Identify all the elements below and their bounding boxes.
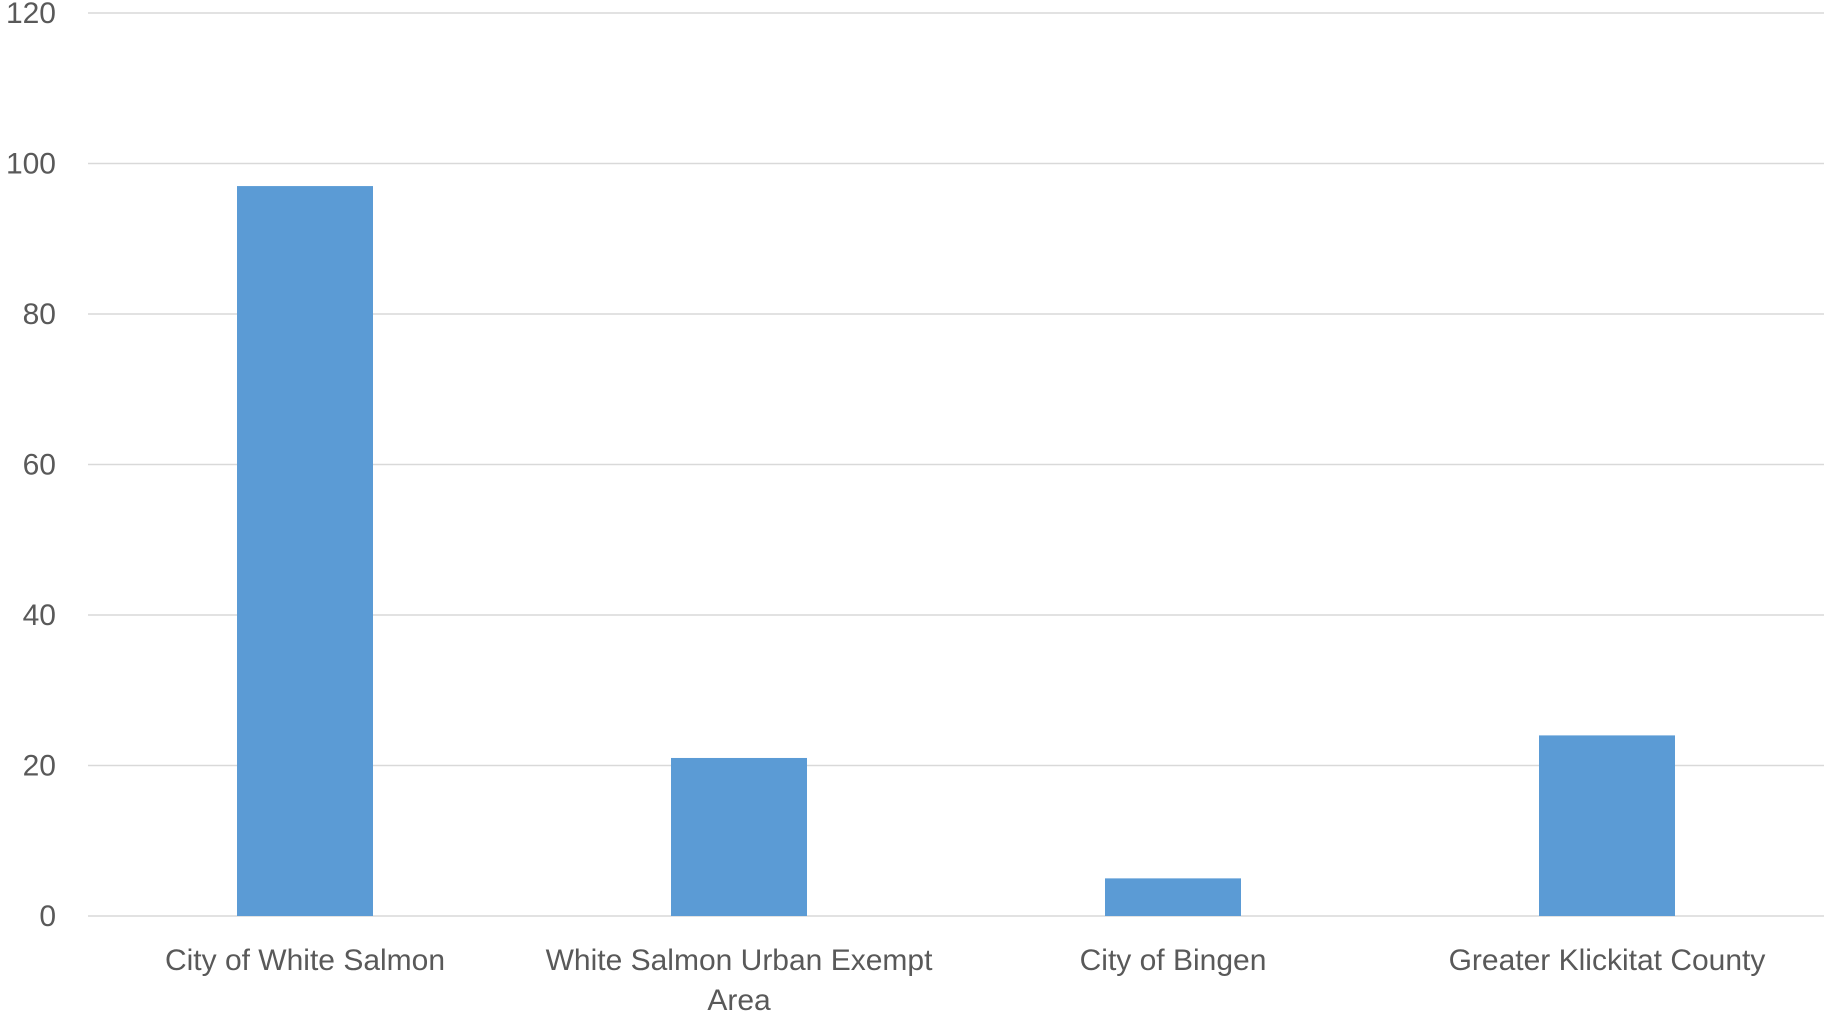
x-axis-category-labels: City of White Salmon White Salmon Urban E… [165,944,1765,1016]
x-category-label: Greater Klickitat County [1449,944,1766,977]
y-tick-label: 40 [23,599,56,632]
y-tick-label: 0 [39,900,56,933]
bar [671,757,807,916]
x-category-label: White Salmon Urban Exempt Area [546,944,933,1016]
bar [237,186,373,916]
y-tick-label: 60 [23,449,56,482]
y-tick-label: 120 [6,0,56,30]
gridlines [88,12,1824,917]
y-tick-label: 100 [6,148,56,181]
y-tick-label: 20 [23,750,56,783]
x-category-label: City of White Salmon [165,944,445,977]
x-category-label: City of Bingen [1080,944,1267,977]
y-axis-tick-labels: 0 20 40 60 80 100 120 [6,0,56,933]
bar [1105,878,1241,916]
bar [1539,735,1675,916]
y-tick-label: 80 [23,298,56,331]
bars [237,186,1675,916]
